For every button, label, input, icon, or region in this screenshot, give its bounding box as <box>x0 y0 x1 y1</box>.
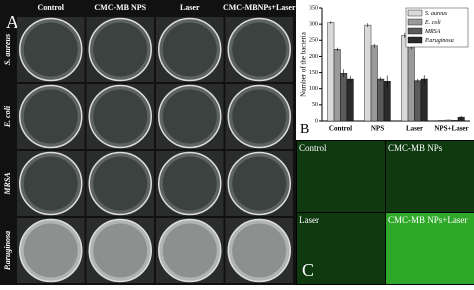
agar <box>93 22 148 77</box>
bar <box>420 78 428 122</box>
column-header: CMC-MBNPs+Laser <box>223 3 296 12</box>
legend-swatch <box>407 9 423 17</box>
y-tick-label: 300 <box>309 22 318 28</box>
agar <box>162 22 217 77</box>
bar <box>340 73 348 122</box>
panel-label: B <box>300 122 309 137</box>
panel-label: C <box>302 260 314 280</box>
legend-swatch <box>407 18 423 26</box>
agar <box>23 223 78 278</box>
legend-label: S. aureus <box>425 11 448 17</box>
agar <box>162 89 217 144</box>
legend-swatch <box>407 36 423 44</box>
agar <box>162 223 217 278</box>
bar <box>364 24 372 122</box>
column-header: Control <box>37 3 64 12</box>
image-label: CMC-MB NPs <box>388 143 443 153</box>
agar <box>93 223 148 278</box>
fluorescence-image <box>386 141 474 212</box>
bar <box>333 49 341 122</box>
column-header: CMC-MB NPS <box>94 3 146 12</box>
legend-swatch <box>407 27 423 35</box>
y-axis-label: Number of the bacteria <box>300 31 308 97</box>
legend-label: P.aruginosa <box>424 38 454 44</box>
row-header: S. aureus <box>3 34 12 65</box>
column-header: Laser <box>180 3 200 12</box>
x-tick-label: NPS <box>371 125 384 133</box>
bar <box>346 78 354 122</box>
agar <box>93 89 148 144</box>
agar <box>232 89 287 144</box>
row-header: E. coli <box>3 105 12 128</box>
image-label: CMC-MB NPs+Laser <box>388 215 467 225</box>
y-tick-label: 250 <box>309 38 318 44</box>
agar <box>162 156 217 211</box>
agar <box>232 156 287 211</box>
agar <box>232 223 287 278</box>
y-tick-label: 200 <box>309 54 318 60</box>
x-tick-label: Control <box>329 125 352 133</box>
row-header: P.aruginosa <box>3 231 12 270</box>
y-tick-label: 150 <box>309 70 318 76</box>
bar <box>377 78 385 122</box>
agar <box>93 156 148 211</box>
bar <box>401 35 409 122</box>
x-tick-label: NPS+Laser <box>434 125 468 133</box>
agar <box>23 89 78 144</box>
bar <box>414 80 422 122</box>
y-tick-label: 350 <box>309 5 318 11</box>
legend-label: MRSA <box>424 29 441 35</box>
bar <box>327 22 335 122</box>
fluorescence-image <box>297 141 385 212</box>
legend-label: E. coli <box>424 20 441 26</box>
agar <box>23 22 78 77</box>
x-tick-label: Laser <box>406 125 423 133</box>
y-tick-label: 50 <box>312 102 318 108</box>
fluorescence-image <box>386 213 474 284</box>
bar <box>383 81 391 122</box>
agar <box>232 22 287 77</box>
image-label: Control <box>299 143 327 153</box>
fluorescence-image <box>297 213 385 284</box>
y-tick-label: 0 <box>315 118 318 124</box>
panel-label: A <box>6 12 19 32</box>
bar <box>370 45 378 122</box>
agar <box>23 156 78 211</box>
y-tick-label: 100 <box>309 86 318 92</box>
row-header: MRSA <box>3 172 12 196</box>
image-label: Laser <box>299 215 319 225</box>
bar <box>407 43 415 122</box>
